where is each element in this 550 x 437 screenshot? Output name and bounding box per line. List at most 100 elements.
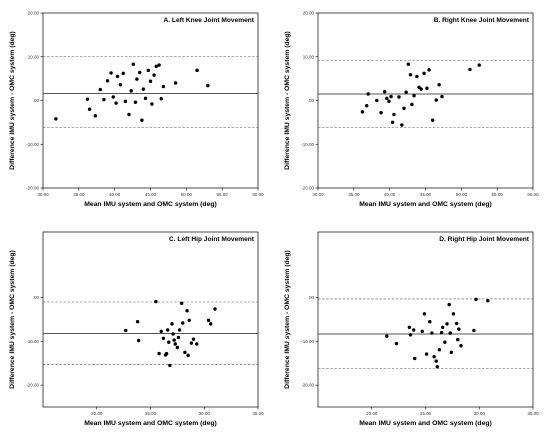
data-point: [385, 96, 389, 101]
x-tick-label: 35.00: [348, 192, 360, 197]
data-point: [375, 98, 379, 103]
data-point: [111, 95, 115, 99]
x-tick-label: 20.00: [91, 411, 103, 416]
data-point: [441, 325, 445, 330]
x-axis-title: Mean IMU system and OMC system (deg): [84, 420, 217, 427]
data-point: [131, 62, 135, 66]
data-point: [172, 338, 176, 342]
y-tick-label: -20.00: [301, 186, 314, 191]
data-point: [123, 99, 128, 104]
data-point: [387, 99, 391, 104]
data-point: [164, 351, 169, 356]
y-tick-label: .00: [33, 98, 40, 103]
x-tick-label: 25.00: [145, 411, 157, 416]
panel-title: A. Left Knee Joint Movement: [164, 17, 255, 24]
data-point: [136, 338, 141, 343]
data-point: [124, 328, 128, 333]
data-point: [445, 322, 449, 326]
data-point: [102, 97, 106, 102]
data-point: [437, 347, 442, 352]
data-point: [135, 319, 140, 324]
data-point: [435, 365, 440, 369]
data-point: [206, 318, 211, 323]
panel-c: 20.00 25.00 30.00 35.00 .00 -10.00 -20.00 C. Le…: [0, 219, 275, 437]
data-point: [382, 90, 387, 94]
data-point: [191, 337, 196, 341]
panel-title: D. Right Hip Joint Movement: [439, 236, 530, 243]
data-point: [443, 340, 447, 344]
data-point: [397, 95, 401, 99]
panel-b: 30.00 35.00 40.00 45.00 50.00 55.00 60.00 20.00…: [275, 0, 550, 218]
chart-left-hip: 20.00 25.00 30.00 35.00 .00 -10.00 -20.00 C. Le…: [9, 231, 264, 427]
x-tick-label: 45.00: [145, 192, 157, 197]
x-tick-label: 30.00: [312, 192, 324, 197]
plot-frame: [317, 231, 534, 408]
data-point: [154, 299, 158, 304]
data-point: [411, 328, 416, 332]
y-tick-label: 10.00: [303, 54, 315, 59]
panel-title: B. Right Knee Joint Movement: [434, 17, 530, 24]
data-point: [472, 328, 476, 333]
x-tick-label: 50.00: [456, 192, 468, 197]
data-point: [365, 104, 369, 108]
x-tick-label: 50.00: [181, 192, 193, 197]
data-point: [394, 341, 399, 346]
data-point: [392, 112, 396, 117]
data-point: [185, 309, 189, 313]
data-point: [114, 101, 118, 105]
y-tick-label: -10.00: [301, 339, 314, 344]
data-point: [437, 83, 441, 87]
data-point: [87, 107, 92, 111]
plot-frame: [42, 231, 259, 408]
x-tick-label: 60.00: [527, 192, 539, 197]
data-point: [171, 332, 175, 336]
data-point: [451, 312, 456, 316]
data-point: [425, 86, 429, 90]
data-point: [54, 117, 58, 121]
data-point: [407, 325, 412, 330]
data-point: [143, 96, 148, 101]
data-point: [146, 68, 151, 73]
data-point: [422, 71, 426, 76]
data-point: [173, 81, 178, 85]
y-tick-label: .00: [308, 295, 315, 300]
x-tick-label: 30.00: [199, 411, 211, 416]
data-point: [148, 79, 153, 83]
y-tick-label: .00: [33, 295, 40, 300]
data-point: [206, 83, 210, 88]
data-point: [420, 329, 424, 334]
data-point: [456, 337, 460, 342]
data-point: [195, 68, 199, 73]
x-axis-title: Mean IMU system and OMC system (deg): [359, 201, 492, 208]
data-point: [157, 63, 161, 67]
y-tick-label: .00: [308, 98, 315, 103]
data-point: [428, 319, 432, 324]
x-tick-label: 45.00: [420, 192, 432, 197]
data-point: [385, 334, 389, 338]
data-point: [366, 92, 370, 96]
plot-frame: [317, 12, 534, 189]
data-point: [440, 94, 444, 99]
y-tick-label: 20.00: [303, 11, 315, 16]
data-point: [424, 352, 429, 356]
data-point: [159, 97, 163, 101]
data-point: [419, 87, 423, 91]
data-point: [138, 70, 142, 75]
y-tick-label: 10.00: [28, 54, 40, 59]
plot-frame: [42, 12, 259, 189]
data-point: [410, 102, 414, 107]
data-point: [141, 87, 146, 91]
x-tick-label: 30.00: [474, 411, 486, 416]
data-point: [449, 350, 453, 355]
data-point: [187, 318, 191, 323]
data-point: [422, 312, 427, 316]
data-point: [408, 333, 413, 337]
data-point: [161, 336, 166, 341]
x-tick-label: 40.00: [109, 192, 121, 197]
data-point: [430, 118, 435, 122]
data-point: [415, 74, 419, 79]
data-point: [166, 328, 170, 332]
y-axis-title: Difference IMU system - OMC system (deg): [284, 31, 291, 170]
data-point: [454, 321, 459, 326]
data-point: [152, 73, 156, 77]
